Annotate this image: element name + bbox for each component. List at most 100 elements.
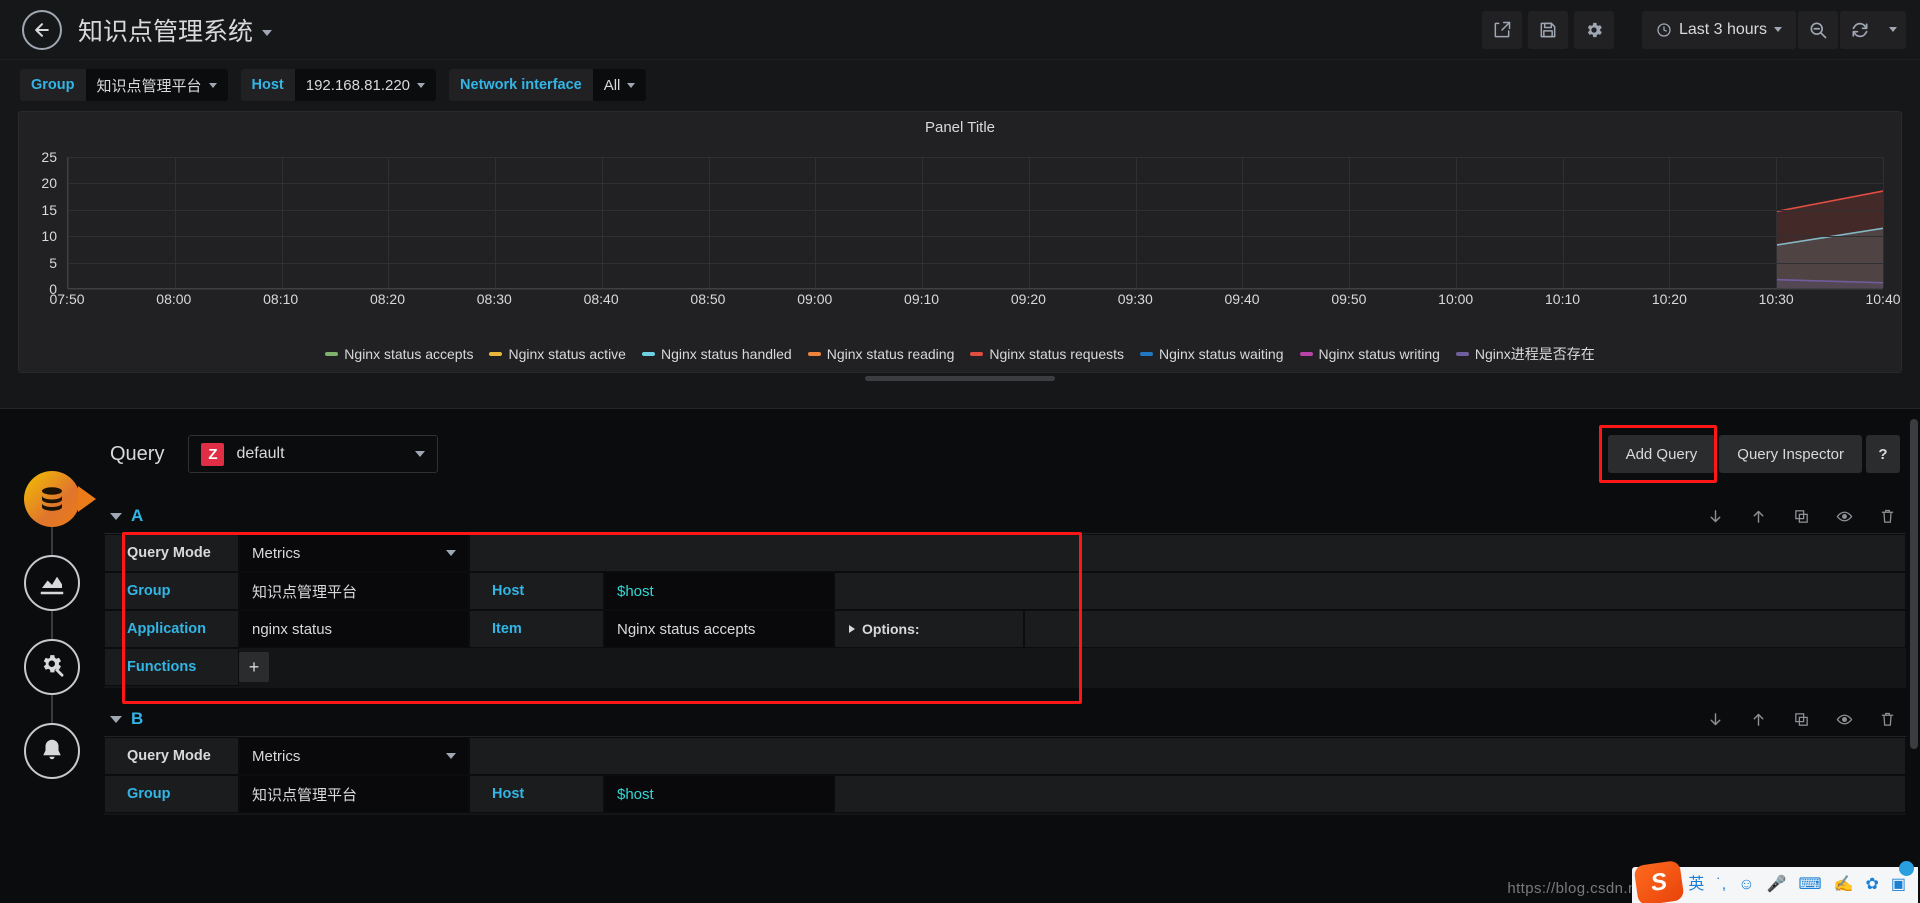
variable-group: Group 知识点管理平台 (20, 69, 228, 101)
toggle-visibility-icon[interactable] (1836, 508, 1853, 525)
legend-item[interactable]: Nginx status handled (641, 344, 792, 364)
x-axis-tick: 07:50 (49, 291, 85, 307)
general-tab[interactable] (24, 639, 80, 695)
tab-connector (51, 527, 53, 555)
y-axis: 0 5 10 15 20 25 (19, 149, 63, 297)
toggle-visibility-icon[interactable] (1836, 711, 1853, 728)
help-button[interactable]: ? (1866, 435, 1900, 473)
variable-network-interface-dropdown[interactable]: All (592, 69, 647, 101)
database-icon (42, 487, 62, 511)
skin-icon[interactable]: ▣ (1890, 876, 1906, 893)
back-button[interactable] (22, 9, 62, 50)
query-mode-select-a[interactable]: Metrics (239, 534, 469, 572)
query-line-app-item-a: Application nginx status Item Nginx stat… (104, 610, 1906, 648)
share-button[interactable] (1481, 10, 1522, 49)
time-range-picker[interactable]: Last 3 hours (1641, 10, 1796, 49)
visualization-tab[interactable] (24, 555, 80, 611)
add-function-button-a[interactable]: + (239, 652, 269, 682)
chart-area-icon (40, 576, 64, 595)
query-letter-b[interactable]: B (131, 709, 144, 728)
handwriting-icon[interactable]: ✍ (1833, 876, 1854, 893)
chevron-down-icon (446, 753, 456, 759)
move-up-icon[interactable] (1750, 711, 1767, 728)
template-variables-bar: Group 知识点管理平台 Host 192.168.81.220 Networ… (0, 60, 1920, 111)
refresh-icon (1852, 22, 1868, 37)
page-title-text: 知识点管理系统 (78, 17, 254, 46)
keyboard-icon[interactable]: ⌨ (1798, 876, 1822, 893)
ime-language-icon[interactable]: 英 (1688, 876, 1705, 893)
query-row-actions-b (1707, 711, 1896, 728)
gridline-vertical (1883, 157, 1884, 288)
variable-host-dropdown[interactable]: 192.168.81.220 (294, 69, 437, 101)
legend-item[interactable]: Nginx status requests (970, 344, 1124, 364)
gear-wrench-icon (43, 655, 64, 677)
x-axis-tick: 08:10 (263, 291, 299, 307)
query-row-header-a: A (104, 499, 1906, 533)
gridline-horizontal (68, 262, 1883, 264)
add-query-button[interactable]: Add Query (1607, 435, 1716, 473)
gridline-vertical (601, 157, 603, 288)
legend-item[interactable]: Nginx进程是否存在 (1455, 344, 1595, 364)
editor-scrollbar[interactable] (1910, 419, 1918, 749)
query-editor-b: Query Mode Metrics Group 知识点管理平台 Host $h… (104, 736, 1906, 815)
move-down-icon[interactable] (1707, 508, 1724, 525)
plot-area[interactable] (67, 157, 1884, 290)
gridline-horizontal (68, 289, 1883, 290)
query-letter-a[interactable]: A (131, 506, 144, 525)
page-title[interactable]: 知识点管理系统 (78, 12, 273, 48)
host-input-b[interactable]: $host (604, 775, 834, 813)
refresh-interval-dropdown[interactable] (1880, 10, 1906, 49)
save-dashboard-button[interactable] (1527, 10, 1568, 49)
voice-punctuation-icon[interactable]: ˙, (1716, 876, 1727, 893)
options-toggle-a[interactable]: Options: (834, 610, 1024, 648)
legend-item[interactable]: Nginx status accepts (325, 344, 473, 364)
variable-group-dropdown[interactable]: 知识点管理平台 (85, 69, 228, 101)
delete-icon[interactable] (1879, 711, 1896, 728)
gridline-vertical (495, 157, 497, 288)
dashboard-settings-button[interactable] (1573, 10, 1614, 49)
variable-network-interface: Network interface All (449, 69, 647, 101)
graph-panel[interactable]: Panel Title 0 5 10 15 20 25 07:50 08:00 08:10 08… (18, 111, 1902, 381)
legend-item[interactable]: Nginx status writing (1299, 344, 1440, 364)
host-input-a[interactable]: $host (604, 572, 834, 610)
legend-item[interactable]: Nginx status waiting (1140, 344, 1284, 364)
group-input-b[interactable]: 知识点管理平台 (239, 775, 469, 813)
alert-tab[interactable] (24, 723, 80, 779)
queries-tab[interactable] (24, 471, 80, 527)
delete-icon[interactable] (1879, 508, 1896, 525)
move-up-icon[interactable] (1750, 508, 1767, 525)
collapse-toggle-a[interactable] (110, 512, 122, 520)
move-down-icon[interactable] (1707, 711, 1724, 728)
query-editor-a: Query Mode Metrics Group 知识点管理平台 Host $h… (104, 532, 1906, 704)
chevron-down-icon (208, 82, 217, 88)
group-input-a[interactable]: 知识点管理平台 (239, 572, 469, 610)
legend-item[interactable]: Nginx status active (489, 344, 626, 364)
item-input-a[interactable]: Nginx status accepts (604, 610, 834, 648)
duplicate-icon[interactable] (1793, 508, 1810, 525)
y-axis-tick: 20 (41, 175, 57, 192)
panel-resize-handle[interactable] (865, 376, 1055, 381)
datasource-picker[interactable]: Z default (188, 435, 439, 473)
toolbox-icon[interactable]: ✿ (1865, 876, 1879, 893)
save-icon (1540, 22, 1556, 37)
sogou-logo-icon[interactable]: S (1633, 859, 1685, 903)
y-axis-tick: 10 (41, 228, 57, 245)
refresh-button[interactable] (1840, 10, 1880, 49)
legend-label: Nginx status requests (989, 346, 1124, 362)
collapse-toggle-b[interactable] (110, 715, 122, 723)
query-mode-select-b[interactable]: Metrics (239, 737, 469, 775)
zoom-out-button[interactable] (1798, 10, 1838, 49)
x-axis-tick: 09:30 (1117, 291, 1153, 307)
query-fields-a: Query Mode Metrics Group 知识点管理平台 Host $h… (104, 534, 1906, 686)
duplicate-icon[interactable] (1793, 711, 1810, 728)
query-mode-label-a: Query Mode (104, 534, 239, 572)
y-axis-tick: 15 (41, 201, 57, 218)
application-input-a[interactable]: nginx status (239, 610, 469, 648)
emoji-icon[interactable]: ☺ (1738, 876, 1755, 893)
panel-title[interactable]: Panel Title (924, 119, 996, 136)
chevron-down-icon (1774, 27, 1782, 32)
legend-item[interactable]: Nginx status reading (807, 344, 954, 364)
query-inspector-button[interactable]: Query Inspector (1719, 435, 1862, 473)
mic-icon[interactable]: 🎤 (1766, 876, 1787, 893)
